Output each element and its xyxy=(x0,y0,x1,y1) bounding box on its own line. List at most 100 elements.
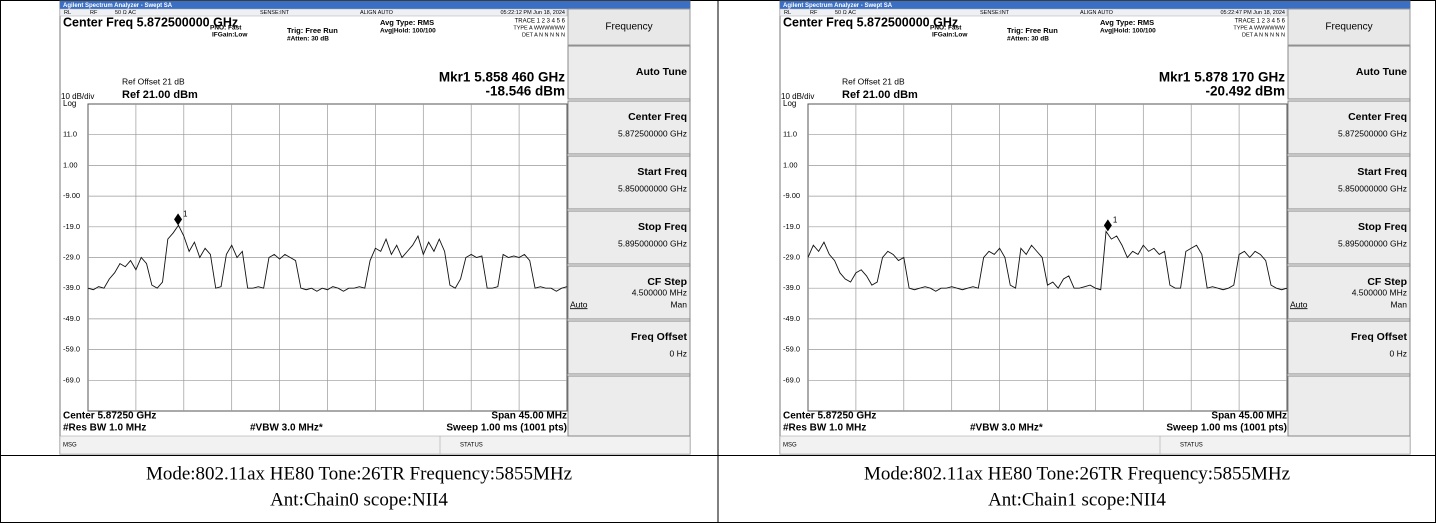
status-row xyxy=(59,8,568,17)
softkey[interactable] xyxy=(1287,320,1411,375)
softkey-value: 0 Hz xyxy=(1390,348,1407,358)
trace-row: TRACE 1 2 3 4 5 6 xyxy=(515,19,566,25)
span: Span 45.00 MHz xyxy=(491,411,567,422)
type-row: TYPE A WWWWWW xyxy=(1233,25,1285,31)
ref-level: Ref 21.00 dBm xyxy=(842,89,918,101)
marker xyxy=(174,213,183,226)
rbw: #Res BW 1.0 MHz xyxy=(783,423,866,434)
status-item: SENSE:INT xyxy=(980,10,1010,16)
softkey-label: CF Step xyxy=(647,276,687,288)
rbw: #Res BW 1.0 MHz xyxy=(63,423,146,434)
ref-level: Ref 21.00 dBm xyxy=(122,89,198,101)
y-tick-label: -39.0 xyxy=(783,283,800,292)
marker-freq: Mkr1 5.858 460 GHz xyxy=(439,70,565,85)
title-text: Agilent Spectrum Analyzer - Swept SA xyxy=(63,3,173,9)
softkey-option: Man xyxy=(670,299,687,309)
avg-hold: Avg|Hold: 100/100 xyxy=(380,28,436,35)
log: Log xyxy=(783,99,796,108)
softkey-label: Stop Freq xyxy=(1358,221,1407,233)
softkey-value: 5.872500000 GHz xyxy=(1338,128,1407,138)
softkey[interactable] xyxy=(567,320,691,375)
status-label: STATUS xyxy=(460,443,483,449)
scale: 10 dB/div xyxy=(61,92,94,101)
caption: Mode:802.11ax HE80 Tone:26TR Frequency:5… xyxy=(864,463,1290,484)
log: Log xyxy=(63,99,76,108)
softkey[interactable] xyxy=(1287,210,1411,265)
caption: Ant:Chain1 scope:NII4 xyxy=(988,489,1166,510)
ref-offset: Ref Offset 21 dB xyxy=(842,76,905,86)
title-text: Agilent Spectrum Analyzer - Swept SA xyxy=(783,3,893,9)
trace xyxy=(87,224,568,292)
softkey[interactable] xyxy=(1287,45,1411,100)
marker-amp: -18.546 dBm xyxy=(485,84,565,99)
softkey-option: Auto xyxy=(570,299,588,309)
status-item: RL xyxy=(64,10,71,16)
softkey-value: 5.895000000 GHz xyxy=(618,238,687,248)
marker xyxy=(1103,219,1112,232)
softkey[interactable] xyxy=(1287,155,1411,210)
time: 05:22:47 PM Jun 18, 2024 xyxy=(1220,10,1285,16)
sweep: Sweep 1.00 ms (1001 pts) xyxy=(446,423,567,434)
type-row: TYPE A WWWWWW xyxy=(513,25,565,31)
status-item: 50 Ω AC xyxy=(115,10,136,16)
trace xyxy=(807,230,1288,292)
avg-hold: Avg|Hold: 100/100 xyxy=(1100,28,1156,35)
softkey-value: 0 Hz xyxy=(670,348,687,358)
status-item: SENSE:INT xyxy=(260,10,290,16)
y-tick-label: 11.0 xyxy=(63,130,77,139)
status-item: RF xyxy=(90,10,98,16)
y-tick-label: -29.0 xyxy=(783,252,800,261)
center-freq: Center Freq 5.872500000 GHz xyxy=(63,15,238,29)
pno: PNO: Fast xyxy=(210,25,242,32)
softkey[interactable] xyxy=(1287,100,1411,155)
marker-number: 1 xyxy=(1113,215,1118,224)
x-center: Center 5.87250 GHz xyxy=(63,411,156,422)
caption: Ant:Chain0 scope:NII4 xyxy=(270,489,448,510)
y-tick-label: -39.0 xyxy=(63,283,80,292)
softkey-label: CF Step xyxy=(1367,276,1407,288)
softkey-label: Freq Offset xyxy=(631,331,688,343)
softkey-title-bg xyxy=(1287,8,1411,46)
title-bar xyxy=(60,1,690,9)
marker-freq: Mkr1 5.878 170 GHz xyxy=(1159,70,1285,85)
vbw: #VBW 3.0 MHz* xyxy=(250,423,323,434)
softkey-label: Start Freq xyxy=(1357,166,1407,178)
y-tick-label: -29.0 xyxy=(63,252,80,261)
softkey[interactable] xyxy=(567,265,691,320)
vbw: #VBW 3.0 MHz* xyxy=(970,423,1043,434)
sweep: Sweep 1.00 ms (1001 pts) xyxy=(1166,423,1287,434)
softkey[interactable] xyxy=(567,45,691,100)
message-bar xyxy=(59,435,691,455)
scale: 10 dB/div xyxy=(781,92,814,101)
trig: Trig: Free Run xyxy=(1007,26,1058,35)
x-center: Center 5.87250 GHz xyxy=(783,411,876,422)
softkey-option: Auto xyxy=(1290,299,1308,309)
y-tick-label: 1.00 xyxy=(783,160,798,169)
softkey[interactable] xyxy=(567,100,691,155)
caption: Mode:802.11ax HE80 Tone:26TR Frequency:5… xyxy=(146,463,572,484)
y-tick-label: -59.0 xyxy=(63,345,80,354)
y-tick-label: -19.0 xyxy=(63,222,80,231)
y-tick-label: -59.0 xyxy=(783,345,800,354)
y-tick-label: -49.0 xyxy=(63,314,80,323)
softkey-blank xyxy=(1287,375,1411,437)
det-row: DET A N N N N N xyxy=(1242,32,1285,38)
softkey[interactable] xyxy=(567,210,691,265)
softkey-title-bg xyxy=(567,8,691,46)
softkey[interactable] xyxy=(1287,265,1411,320)
avg-type: Avg Type: RMS xyxy=(380,18,434,27)
atten: #Atten: 30 dB xyxy=(1007,36,1049,43)
det-row: DET A N N N N N xyxy=(522,32,565,38)
status-item: 50 Ω AC xyxy=(835,10,856,16)
ifgain: IFGain:Low xyxy=(932,32,968,39)
status-item: ALIGN AUTO xyxy=(1080,10,1114,16)
softkey-blank xyxy=(567,375,691,437)
status-item: ALIGN AUTO xyxy=(360,10,394,16)
avg-type: Avg Type: RMS xyxy=(1100,18,1154,27)
softkey[interactable] xyxy=(567,155,691,210)
softkey-value: 5.850000000 GHz xyxy=(618,183,687,193)
softkey-value: 4.500000 MHz xyxy=(632,287,687,297)
status-item: RL xyxy=(784,10,791,16)
